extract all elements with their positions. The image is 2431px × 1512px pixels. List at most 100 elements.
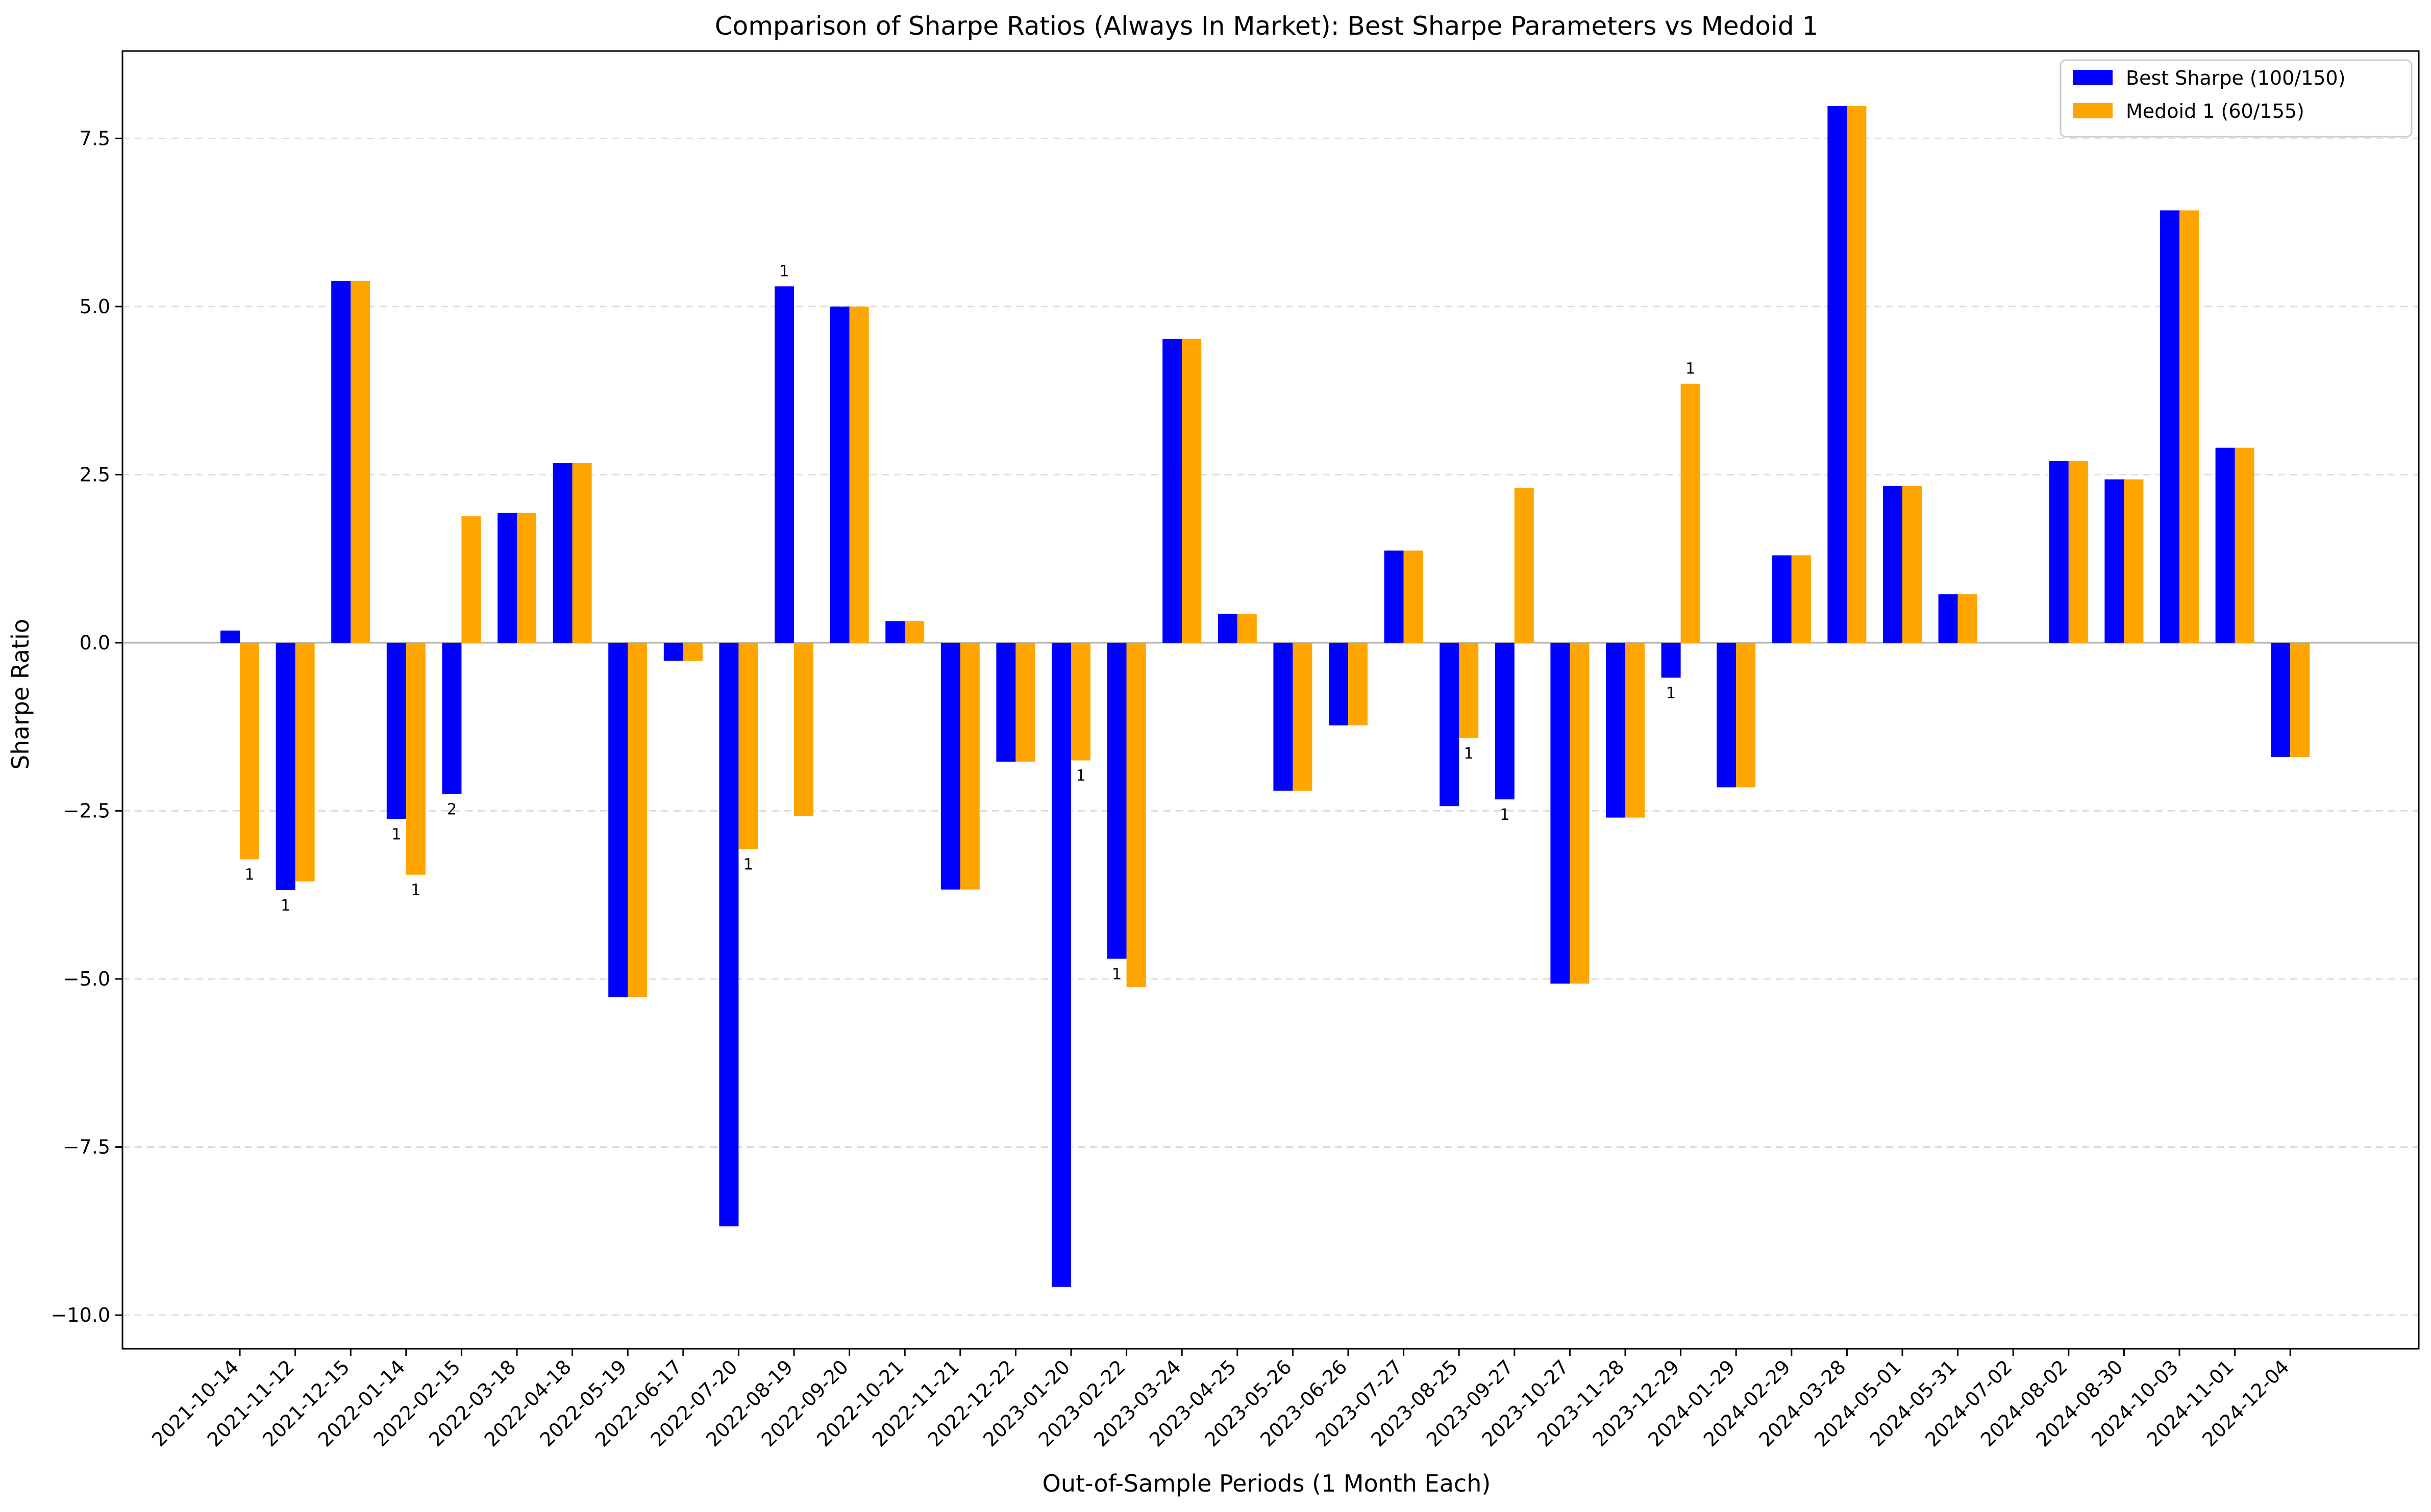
bar-best-sharpe: [1938, 594, 1958, 643]
bar-best-sharpe: [553, 463, 573, 643]
bar-annotation: 1: [1666, 685, 1676, 702]
bar-annotation: 1: [391, 825, 401, 843]
bar-medoid-1: [572, 463, 592, 643]
x-axis-label: Out-of-Sample Periods (1 Month Each): [1043, 1470, 1491, 1497]
bar-annotation: 1: [1685, 360, 1695, 377]
bar-medoid-1: [2290, 642, 2310, 758]
bar-best-sharpe: [1107, 642, 1127, 959]
y-tick-label: −7.5: [63, 1136, 110, 1158]
bar-best-sharpe: [1273, 642, 1293, 791]
bar-medoid-1: [1514, 488, 1534, 643]
bar-best-sharpe: [1550, 642, 1570, 984]
bar-medoid-1: [2124, 479, 2144, 643]
bar-medoid-1: [1680, 384, 1700, 643]
legend: Best Sharpe (100/150) Medoid 1 (60/155): [2060, 59, 2413, 138]
y-tick-label: −10.0: [51, 1304, 110, 1326]
bar-best-sharpe: [1440, 642, 1459, 807]
bar-best-sharpe: [1495, 642, 1515, 800]
bar-medoid-1: [905, 621, 925, 643]
bar-best-sharpe: [1827, 106, 1847, 643]
bar-medoid-1: [1570, 642, 1590, 984]
bar-best-sharpe: [885, 621, 905, 643]
bar-best-sharpe: [663, 642, 683, 661]
plot-frame: [121, 50, 2420, 1350]
bar-medoid-1: [1182, 339, 1202, 643]
bar-medoid-1: [1957, 594, 1977, 643]
bar-best-sharpe: [1883, 486, 1902, 643]
bar-annotation: 1: [1112, 965, 1122, 983]
y-axis-label: Sharpe Ratio: [7, 619, 34, 770]
bar-medoid-1: [794, 642, 813, 817]
bar-medoid-1: [351, 281, 370, 643]
y-tick-label: 7.5: [80, 127, 110, 149]
bar-medoid-1: [295, 642, 315, 881]
bars-layer: [220, 106, 2310, 1287]
bar-best-sharpe: [1052, 642, 1071, 1287]
bar-medoid-1: [738, 642, 758, 849]
bar-medoid-1: [2179, 210, 2199, 643]
bar-medoid-1: [240, 642, 259, 860]
bar-best-sharpe: [1717, 642, 1737, 788]
chart-title: Comparison of Sharpe Ratios (Always In M…: [715, 11, 1819, 41]
bar-medoid-1: [628, 642, 648, 997]
bar-annotation: 1: [779, 262, 789, 280]
bar-medoid-1: [683, 642, 703, 661]
bar-medoid-1: [1847, 106, 1867, 643]
annotations-layer: 1 1 1 1 2 1 1 1 1 1 1 1 1: [244, 262, 1695, 983]
bar-medoid-1: [1902, 486, 1922, 643]
bar-best-sharpe: [2049, 461, 2069, 643]
bar-best-sharpe: [2215, 447, 2235, 643]
bar-annotation: 1: [1464, 745, 1474, 763]
y-axis: −10.0 −7.5 −5.0 −2.5 0.0 2.5 5.0 7.5: [51, 127, 122, 1326]
bar-medoid-1: [461, 516, 481, 643]
bar-best-sharpe: [719, 642, 739, 1227]
bar-best-sharpe: [2271, 642, 2291, 758]
bar-medoid-1: [1293, 642, 1312, 791]
bar-best-sharpe: [1772, 555, 1792, 643]
bar-best-sharpe: [1329, 642, 1348, 726]
bar-medoid-1: [960, 642, 980, 890]
bar-best-sharpe: [276, 642, 295, 891]
bar-medoid-1: [1625, 642, 1645, 818]
bar-best-sharpe: [442, 642, 462, 794]
bar-medoid-1: [849, 306, 869, 643]
bar-medoid-1: [1237, 614, 1257, 643]
legend-label-medoid: Medoid 1 (60/155): [2126, 100, 2304, 122]
bar-annotation: 1: [743, 856, 753, 874]
bar-medoid-1: [406, 642, 426, 875]
y-tick-label: 5.0: [80, 295, 110, 318]
bar-best-sharpe: [775, 286, 794, 643]
bar-best-sharpe: [1162, 339, 1182, 643]
bar-medoid-1: [1736, 642, 1756, 788]
bar-best-sharpe: [1606, 642, 1625, 818]
bar-medoid-1: [1459, 642, 1479, 739]
bar-best-sharpe: [2160, 210, 2179, 643]
bar-best-sharpe: [830, 306, 850, 643]
bar-best-sharpe: [1218, 614, 1237, 643]
bar-annotation: 1: [411, 881, 420, 899]
y-tick-label: 0.0: [80, 632, 110, 654]
bar-medoid-1: [2235, 447, 2254, 643]
bar-best-sharpe: [1661, 642, 1681, 678]
y-tick-label: −5.0: [63, 968, 110, 990]
bar-best-sharpe: [608, 642, 628, 997]
bar-annotation: 1: [1500, 806, 1509, 824]
bar-best-sharpe: [498, 513, 517, 643]
bar-medoid-1: [517, 513, 536, 643]
bar-best-sharpe: [940, 642, 960, 890]
bar-best-sharpe: [331, 281, 351, 643]
bar-medoid-1: [1126, 642, 1146, 987]
legend-label-best-sharpe: Best Sharpe (100/150): [2126, 67, 2345, 89]
bar-annotation: 2: [447, 801, 457, 819]
bar-medoid-1: [1015, 642, 1035, 762]
bar-medoid-1: [2068, 461, 2088, 643]
bar-best-sharpe: [2104, 479, 2124, 643]
bar-best-sharpe: [220, 631, 240, 643]
bar-best-sharpe: [1384, 550, 1404, 643]
bar-best-sharpe: [996, 642, 1016, 762]
legend-frame: [2060, 59, 2413, 138]
bar-annotation: 1: [1076, 767, 1085, 785]
y-tick-label: −2.5: [63, 799, 110, 822]
